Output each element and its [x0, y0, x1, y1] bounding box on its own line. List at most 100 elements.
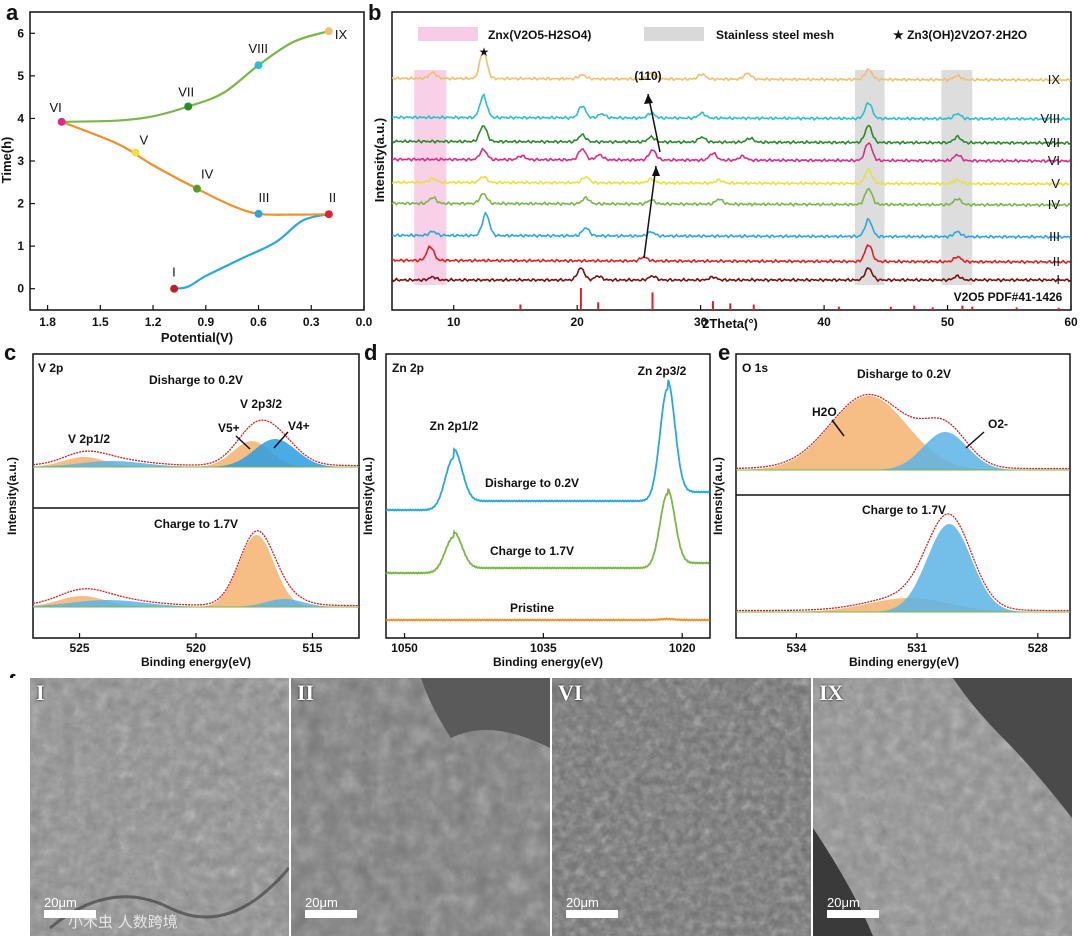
b-xtick-label: 40	[817, 315, 831, 329]
sem-scalebar-3	[566, 910, 618, 918]
e-bot-envelope	[736, 513, 1070, 612]
c-bot-envelope	[32, 530, 359, 607]
panel-a-series	[61, 30, 330, 290]
a-ytick-label: 3	[17, 154, 24, 168]
a-point-label-IV: IV	[201, 167, 214, 182]
e-xtick-label: 528	[1028, 641, 1048, 655]
a-xtick-label: 0.0	[356, 315, 373, 329]
b-series-V	[392, 166, 1071, 187]
a-point-IX	[324, 27, 333, 36]
a-ytick-label: 5	[17, 69, 24, 83]
b-series-III	[391, 211, 1072, 240]
sem-image-4: IX 20μm	[813, 678, 1072, 936]
legend-swatch-phase1	[418, 27, 478, 41]
panel-e-top-fit	[736, 393, 1070, 471]
d-series-2	[385, 617, 711, 622]
a-point-label-II: II	[329, 190, 336, 205]
e-top-envelope	[736, 393, 1070, 470]
label-charge: Charge to 1.7V	[490, 544, 574, 558]
b-series-label-VIII: VIII	[1040, 111, 1060, 126]
panel-letter-b: b	[368, 0, 381, 25]
panel-d-axes: 1050 1035 1020	[391, 633, 696, 655]
b-series-label-II: II	[1053, 254, 1060, 269]
b-series-VI	[392, 141, 1072, 164]
a-point-IV	[193, 184, 201, 193]
legend-swatch-mesh	[644, 27, 704, 41]
panel-e-ylabel: Intensity(a.u.)	[711, 457, 725, 535]
panel-d-series	[385, 379, 711, 622]
a-point-label-I: I	[172, 265, 176, 280]
c-xtick-label: 515	[302, 641, 322, 655]
label-zn2p12: Zn 2p1/2	[430, 419, 479, 433]
d-xtick-label: 1020	[669, 641, 696, 655]
panel-b-bands	[414, 70, 973, 285]
panel-c-bottom-fit	[32, 530, 359, 608]
figure-canvas: a b c d e f Time(h) Potential(V) 1.81.51…	[0, 0, 1078, 678]
sem-image-2: II 20μm	[291, 678, 550, 936]
b-band-mesh	[941, 70, 973, 285]
b-series-VII	[391, 124, 1071, 146]
a-point-VI	[57, 117, 66, 126]
arrow-v5	[235, 435, 251, 450]
panel-b-reference	[519, 288, 1060, 310]
panel-b-xlabel: 2Theta(°)	[702, 316, 758, 331]
sem-label-1: I	[36, 680, 45, 705]
panel-c-bottom-label: Charge to 1.7V	[154, 517, 238, 531]
arrow-o2	[965, 431, 985, 449]
label-v2p12: V 2p1/2	[68, 432, 110, 446]
panel-d-title: Zn 2p	[392, 361, 424, 375]
a-series-charge	[61, 120, 329, 216]
label-v4: V4+	[288, 419, 310, 433]
panel-a-frame	[29, 11, 365, 311]
a-point-III	[254, 209, 263, 218]
d-xtick-label: 1050	[391, 641, 418, 655]
panel-e-chart: O 1s Disharge to 0.2V Charge to 1.7V Int…	[711, 353, 1071, 669]
panel-e-bottom-fit	[736, 513, 1070, 613]
watermark: 小木虫 人数跨境	[68, 913, 178, 931]
a-ytick-label: 4	[17, 111, 24, 125]
legend-phase1: Znx(V2O5-H2SO4)	[488, 28, 591, 42]
panel-c-frame	[32, 353, 360, 639]
c-bot-component-2	[33, 535, 359, 607]
arrow-h2o	[831, 419, 845, 437]
panel-a-xlabel: Potential(V)	[161, 330, 233, 345]
b-xtick-label: 10	[447, 315, 461, 329]
a-point-VIII	[254, 61, 263, 70]
b-series-label-IV: IV	[1048, 197, 1061, 212]
label-v2p32: V 2p3/2	[240, 397, 282, 411]
b-band-phase1	[414, 70, 447, 285]
a-xtick-label: 0.3	[303, 315, 320, 329]
a-ytick-label: 0	[17, 282, 24, 296]
star-marker: ★	[479, 45, 490, 59]
b-xtick-label: 50	[941, 315, 955, 329]
b-series-IV	[391, 187, 1071, 208]
sem-scalebar-text-3: 20μm	[566, 895, 599, 910]
legend-phase2: Stainless steel mesh	[716, 28, 834, 42]
c-top-component-3	[33, 439, 359, 467]
panel-c-axes: 525 520 515	[70, 633, 323, 655]
e-xtick-label: 531	[907, 641, 927, 655]
panel-letter-a: a	[6, 0, 19, 25]
b-xtick-label: 30	[694, 315, 708, 329]
sem-scalebar-text-4: 20μm	[827, 895, 860, 910]
panel-e-bottom-label: Charge to 1.7V	[862, 503, 946, 517]
b-series-label-VI: VI	[1048, 153, 1060, 168]
b-series-label-IX: IX	[1048, 72, 1061, 87]
c-bot-component-3	[33, 599, 359, 607]
a-series-discharge-2	[61, 30, 330, 123]
panel-d-frame	[385, 353, 711, 639]
a-point-II	[324, 210, 333, 219]
sem-scalebar-2	[305, 910, 357, 918]
d-series-0	[386, 379, 711, 512]
a-point-V	[131, 148, 140, 157]
b-xtick-label: 60	[1064, 315, 1078, 329]
label-h2o: H2O	[812, 405, 837, 419]
a-series-discharge-1	[173, 213, 330, 290]
b-series-label-V: V	[1051, 176, 1060, 191]
panel-c-title: V 2p	[38, 361, 63, 375]
c-xtick-label: 525	[70, 641, 90, 655]
a-xtick-label: 0.9	[197, 315, 214, 329]
arrow-1-head	[652, 166, 660, 176]
c-bot-component-1	[33, 600, 359, 607]
